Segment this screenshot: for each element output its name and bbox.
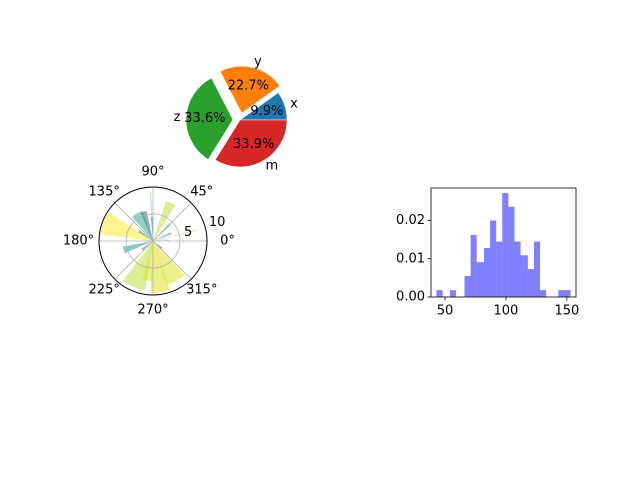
- histogram-x-tick-label: 100: [494, 304, 519, 319]
- histogram-x-tick-label: 150: [554, 304, 579, 319]
- polar-r-tick-label: 10: [209, 215, 226, 230]
- histogram-bar: [490, 220, 497, 297]
- polar-r-tick-label: 5: [184, 225, 192, 240]
- pie-slice-y: [219, 65, 281, 114]
- histogram-chart: 50 100 150 0.00 0.01 0.02: [396, 187, 579, 319]
- histogram-y-tick-label: 0.01: [396, 251, 425, 266]
- pie-category-label: x: [290, 96, 298, 111]
- pie-category-label: z: [174, 110, 181, 125]
- histogram-bar: [476, 262, 485, 297]
- polar-bar: [153, 238, 166, 241]
- histogram-bar: [436, 290, 443, 297]
- histogram-y-tick-label: 0.02: [396, 213, 425, 228]
- pie-percent-label: 33.6%: [184, 111, 225, 126]
- histogram-x-tick-label: 50: [437, 304, 454, 319]
- histogram-bar: [449, 290, 456, 297]
- histogram-bar: [527, 269, 534, 297]
- polar-bar: [142, 241, 153, 281]
- polar-bar: [153, 232, 172, 241]
- histogram-axes-frame: [430, 187, 577, 298]
- pie-percent-label: 22.7%: [228, 78, 269, 93]
- pie-category-label: m: [266, 159, 279, 174]
- histogram-bar: [496, 241, 503, 297]
- pie-category-label: y: [254, 55, 262, 70]
- pie-slice-z: [185, 77, 234, 161]
- polar-grid-spoke: [152, 202, 192, 242]
- polar-bar: [153, 229, 197, 241]
- histogram-bar: [520, 255, 528, 297]
- polar-theta-tick-label: 0°: [220, 234, 235, 249]
- polar-bar: [100, 212, 153, 241]
- polar-bar: [122, 241, 153, 254]
- polar-bar: [132, 210, 153, 241]
- polar-bar: [153, 200, 176, 241]
- pie-slice-m: [214, 119, 288, 168]
- polar-theta-tick-label: 270°: [137, 303, 168, 318]
- polar-theta-tick-label: 180°: [63, 234, 94, 249]
- polar-grid-spoke: [114, 202, 154, 242]
- polar-outer-spine: [98, 186, 208, 296]
- pie-percent-label: 9.9%: [250, 104, 283, 119]
- histogram-bar: [540, 290, 547, 297]
- pie-percent-label: 33.9%: [233, 137, 274, 152]
- polar-theta-tick-label: 45°: [190, 185, 213, 200]
- histogram-bar: [533, 241, 541, 297]
- histogram-bar: [464, 275, 471, 297]
- polar-theta-tick-label: 135°: [89, 185, 120, 200]
- histogram-bar: [484, 248, 491, 297]
- polar-theta-tick-label: 90°: [141, 165, 164, 180]
- histogram-bar: [558, 290, 565, 297]
- histogram-y-tick-label: 0.00: [396, 290, 425, 305]
- polar-grid-spoke: [152, 240, 192, 280]
- histogram-bar: [508, 206, 515, 297]
- histogram-bar: [514, 241, 521, 297]
- polar-bar: [138, 229, 153, 241]
- polar-grid-spoke: [114, 240, 154, 280]
- pie-chart: 9.9% x 22.7% y 33.6%z 33.9% m: [174, 55, 299, 174]
- polar-theta-tick-label: 315°: [186, 282, 217, 297]
- polar-theta-tick-label: 225°: [89, 282, 120, 297]
- histogram-bar: [502, 192, 509, 297]
- polar-bar-chart: 0° 45° 90° 135° 180° 225° 270° 315° 5 10: [63, 165, 235, 318]
- histogram-bar: [564, 290, 571, 297]
- histogram-bar: [470, 235, 477, 297]
